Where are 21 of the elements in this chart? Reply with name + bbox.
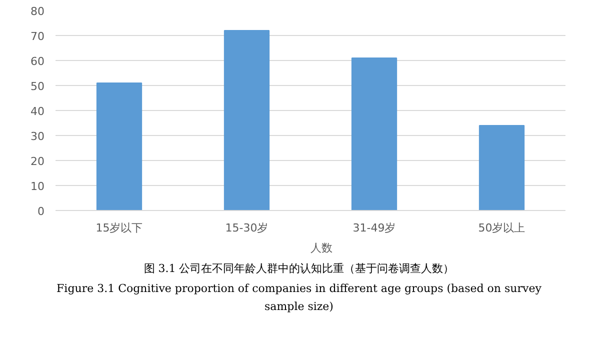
caption: Figure 3.1 Cognitive proportion of companies in different age groups (based on survey: [56, 281, 542, 297]
y-tick-label: 80: [30, 5, 45, 18]
text: 人数: [310, 240, 332, 256]
y-tick-label: 10: [30, 180, 45, 193]
y-tick-label: 40: [30, 105, 45, 118]
bar: [96, 82, 142, 210]
bar: [351, 58, 398, 210]
x-tick-label: 15-30岁: [225, 222, 268, 234]
y-tick-label: 70: [30, 30, 45, 43]
x-tick-label: 50岁以上: [478, 222, 526, 234]
x-tick-label: 15岁以下: [96, 222, 143, 234]
y-tick-label: 30: [30, 130, 45, 143]
x-tick-label: 31-49岁: [352, 222, 396, 234]
bar: [224, 30, 270, 210]
y-tick-label: 50: [30, 80, 45, 93]
text: sample size): [264, 299, 334, 315]
y-tick-label: 20: [30, 155, 45, 168]
y-tick-label: 0: [38, 205, 44, 218]
y-tick-label: 60: [30, 55, 45, 68]
bar: [478, 125, 525, 210]
caption: 图 3.1 公司在不同年龄人群中的认知比重（基于问卷调查人数）: [144, 261, 454, 277]
